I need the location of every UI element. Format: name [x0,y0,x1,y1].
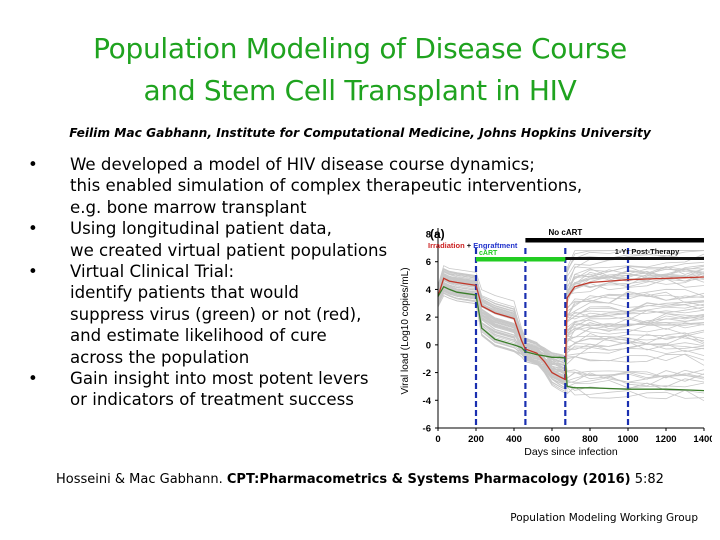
x-tick-label: 0 [435,434,440,445]
no-cart-label: No cART [549,228,583,237]
bullet-line: this enabled simulation of complex thera… [70,176,583,196]
bullet-item: • Virtual Clinical Trial: identify patie… [28,261,428,368]
x-tick-label: 800 [582,434,598,445]
bullet-line: across the population [70,347,250,367]
y-tick-label: 2 [426,313,431,324]
slide-title: Population Modeling of Disease Course an… [0,28,720,112]
population-trajectory [437,270,705,362]
viral-load-chart: 0 200 400 600 800 1000 1200 1400 -6 -4 -2 0 2 4 6 8 Days… [400,227,712,458]
population-trajectory [437,274,705,370]
population-trajectory [437,264,705,384]
virtual-population-trajectories [437,250,705,402]
series-line-red [437,276,705,381]
no-cart-bar [525,238,704,243]
bullet-item: • Using longitudinal patient data, we cr… [28,218,428,261]
bullet-dot: • [28,219,38,239]
bullet-dot: • [28,262,38,282]
y-axis-label: Viral load (Log10 copies/mL) [400,267,411,394]
y-tick-label: -4 [423,396,432,407]
x-tick-label: 600 [544,434,560,445]
plus-label: + [465,241,472,250]
bullet-list: • We developed a model of HIV disease co… [28,154,583,411]
series-line-green [437,285,705,392]
panel-label: (a) [430,227,445,241]
population-trajectory [437,270,705,393]
bullet-line: we created virtual patient populations [70,240,388,260]
bullet-line: suppress virus (green) or not (red), [70,304,362,324]
bullet-dot: • [28,155,38,174]
bullet-line: or indicators of treatment success [70,390,354,410]
bullet-line: identify patients that would [70,283,299,303]
bullet-line: Virtual Clinical Trial: [70,262,235,282]
x-tick-label: 400 [506,434,522,445]
y-tick-label: 6 [426,257,431,268]
citation-authors: Hosseini & Mac Gabhann. [56,472,223,487]
bullet-line: We developed a model of HIV disease cour… [70,155,535,174]
population-trajectory [437,266,705,371]
cart-bar [476,257,566,262]
footer-group-name: Population Modeling Working Group [510,512,698,524]
y-tick-label: -6 [423,424,431,435]
population-trajectory [437,290,705,379]
slide-title-line-2: and Stem Cell Transplant in HIV [143,74,577,107]
post-therapy-bar [565,257,704,260]
population-trajectory [437,290,705,383]
x-tick-label: 1000 [617,434,638,445]
x-tick-label: 200 [468,434,484,445]
bullet-item: • We developed a model of HIV disease co… [28,154,583,218]
y-tick-label: 0 [426,340,431,351]
population-trajectory [437,295,705,384]
citation: Hosseini & Mac Gabhann. CPT:Pharmacometr… [0,472,720,487]
x-tick-label: 1200 [655,434,676,445]
bullet-item: • Gain insight into most potent levers o… [28,368,428,411]
population-trajectory [437,272,705,358]
engraftment-label: Engraftment [471,241,518,250]
x-tick-label: 1400 [693,434,712,445]
post-therapy-label: 1-Yr Post-Therapy [615,247,680,256]
y-tick-label: -2 [423,368,431,379]
slide-title-line-1: Population Modeling of Disease Course [93,32,627,65]
y-tick-label: 8 [426,230,431,241]
citation-volume: 5:82 [634,472,664,487]
bullet-dot: • [28,369,38,389]
population-trajectory [437,274,705,364]
population-trajectory [437,281,705,369]
y-tick-label: 4 [426,285,432,296]
cart-label: cART [479,250,498,257]
x-axis-label: Days since infection [524,446,618,458]
bullet-line: Using longitudinal patient data, [70,219,332,239]
citation-journal: CPT:Pharmacometrics & Systems Pharmacolo… [226,472,631,487]
population-trajectory [437,254,705,384]
irradiation-engraftment-label: Irradiation + Engraftment [428,241,518,250]
bullet-line: and estimate likelihood of cure [70,326,327,346]
bullet-line: e.g. bone marrow transplant [70,197,307,217]
irradiation-label: Irradiation [428,241,465,250]
bullet-line: Gain insight into most potent levers [70,369,369,389]
author-line: Feilim Mac Gabhann, Institute for Comput… [69,126,651,140]
